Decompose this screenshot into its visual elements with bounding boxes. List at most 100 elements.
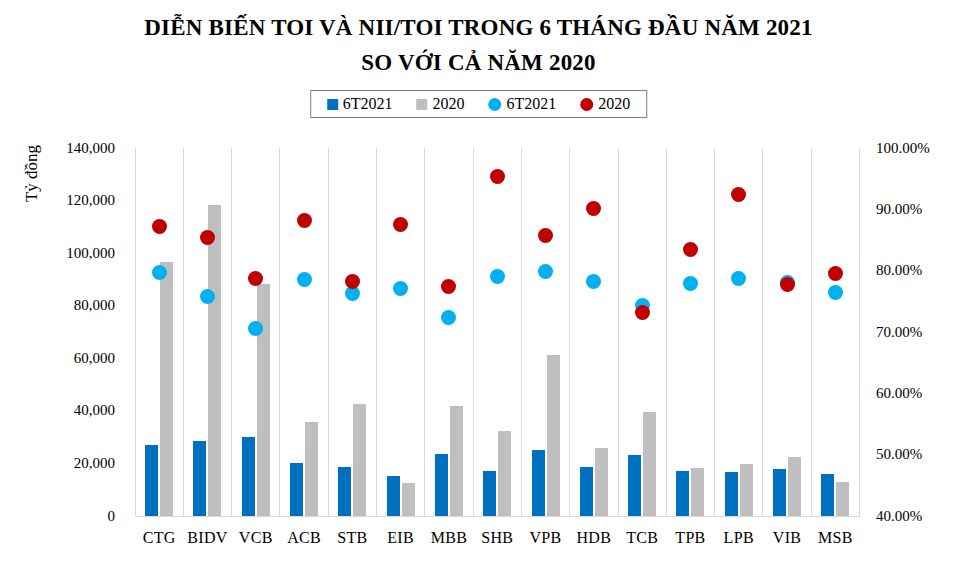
plot-gridline bbox=[424, 148, 425, 516]
plot-gridline bbox=[521, 148, 522, 516]
legend: 6T2021 2020 6T2021 2020 bbox=[310, 90, 648, 118]
bar-6t2021-ctg bbox=[145, 445, 158, 516]
y-axis-left-tick: 40,000 bbox=[0, 401, 115, 420]
plot-gridline bbox=[183, 148, 184, 516]
dot-2020-hdb bbox=[586, 201, 601, 216]
dot-6t2021-msb bbox=[828, 285, 843, 300]
dot-2020-tcb bbox=[635, 305, 650, 320]
y-axis-right-tick: 60.00% bbox=[876, 384, 922, 403]
plot-gridline bbox=[666, 148, 667, 516]
bar-2020-bidv bbox=[208, 205, 221, 516]
dot-6t2021-vpb bbox=[538, 264, 553, 279]
x-axis-line bbox=[135, 516, 860, 517]
y-axis-left-tick: 0 bbox=[0, 507, 115, 526]
y-axis-left-tick: 20,000 bbox=[0, 454, 115, 473]
legend-label-nii-toi-2020: 2020 bbox=[598, 95, 630, 113]
y-axis-right-tick: 90.00% bbox=[876, 200, 922, 219]
y-axis-right-tick: 70.00% bbox=[876, 323, 922, 342]
bar-6t2021-lpb bbox=[725, 472, 738, 516]
dot-2020-stb bbox=[345, 274, 360, 289]
dot-2020-eib bbox=[393, 217, 408, 232]
plot-gridline bbox=[714, 148, 715, 516]
bar-2020-stb bbox=[353, 404, 366, 516]
bar-2020-tpb bbox=[691, 468, 704, 516]
chart-title-line2: SO VỚI CẢ NĂM 2020 bbox=[0, 45, 957, 80]
bar-2020-acb bbox=[305, 422, 318, 516]
bar-2020-eib bbox=[402, 483, 415, 516]
plot-gridline bbox=[279, 148, 280, 516]
y-axis-right-tick: 80.00% bbox=[876, 261, 922, 280]
dot-2020-ctg bbox=[152, 219, 167, 234]
y-axis-left-tick: 60,000 bbox=[0, 349, 115, 368]
dot-2020-vpb bbox=[538, 228, 553, 243]
bar-2020-lpb bbox=[740, 464, 753, 516]
legend-item-toi-2020: 2020 bbox=[417, 95, 465, 113]
bar-6t2021-bidv bbox=[193, 441, 206, 516]
plot-gridline bbox=[859, 148, 860, 516]
plot-gridline bbox=[473, 148, 474, 516]
plot-gridline bbox=[618, 148, 619, 516]
bar-2020-vpb bbox=[547, 355, 560, 516]
legend-item-toi-6t2021: 6T2021 bbox=[327, 95, 393, 113]
plot-gridline bbox=[376, 148, 377, 516]
dot-2020-acb bbox=[297, 213, 312, 228]
bar-2020-vib bbox=[788, 457, 801, 516]
bar-2020-ctg bbox=[160, 262, 173, 516]
y-axis-left-tick: 80,000 bbox=[0, 296, 115, 315]
y-axis-right-tick: 40.00% bbox=[876, 507, 922, 526]
dot-6t2021-lpb bbox=[731, 271, 746, 286]
plot-gridline bbox=[762, 148, 763, 516]
bar-2020-tcb bbox=[643, 412, 656, 516]
legend-label-nii-toi-6t2021: 6T2021 bbox=[507, 95, 557, 113]
legend-marker-nii-toi-2020-icon bbox=[580, 98, 593, 111]
y-axis-left-tick: 100,000 bbox=[0, 244, 115, 263]
legend-label-toi-6t2021: 6T2021 bbox=[343, 95, 393, 113]
bar-6t2021-tcb bbox=[628, 455, 641, 516]
bar-2020-mbb bbox=[450, 406, 463, 516]
dot-2020-lpb bbox=[731, 187, 746, 202]
chart-canvas: DIỄN BIẾN TOI VÀ NII/TOI TRONG 6 THÁNG Đ… bbox=[0, 0, 957, 562]
dot-2020-bidv bbox=[200, 230, 215, 245]
bar-6t2021-acb bbox=[290, 463, 303, 516]
x-axis-label-msb: MSB bbox=[806, 529, 864, 547]
dot-2020-shb bbox=[490, 169, 505, 184]
bar-6t2021-eib bbox=[387, 476, 400, 516]
dot-6t2021-mbb bbox=[441, 310, 456, 325]
y-axis-left-tick: 140,000 bbox=[0, 139, 115, 158]
legend-marker-toi-6t2021-icon bbox=[327, 99, 338, 110]
dot-6t2021-eib bbox=[393, 281, 408, 296]
bar-6t2021-msb bbox=[821, 474, 834, 516]
dot-2020-mbb bbox=[441, 279, 456, 294]
bar-6t2021-tpb bbox=[676, 471, 689, 516]
y-axis-left-tick: 120,000 bbox=[0, 191, 115, 210]
bar-6t2021-hdb bbox=[580, 467, 593, 516]
plot-gridline bbox=[569, 148, 570, 516]
bar-6t2021-stb bbox=[338, 467, 351, 516]
chart-title-line1: DIỄN BIẾN TOI VÀ NII/TOI TRONG 6 THÁNG Đ… bbox=[0, 10, 957, 45]
y-axis-right-tick: 100.00% bbox=[876, 139, 930, 158]
bar-2020-msb bbox=[836, 482, 849, 516]
dot-2020-vcb bbox=[248, 271, 263, 286]
plot-gridline bbox=[328, 148, 329, 516]
bar-6t2021-mbb bbox=[435, 454, 448, 516]
bar-6t2021-vpb bbox=[532, 450, 545, 516]
legend-item-nii-toi-2020: 2020 bbox=[580, 95, 630, 113]
legend-item-nii-toi-6t2021: 6T2021 bbox=[489, 95, 557, 113]
bar-2020-vcb bbox=[257, 284, 270, 516]
bar-2020-shb bbox=[498, 431, 511, 516]
legend-marker-toi-2020-icon bbox=[417, 99, 428, 110]
plot-gridline bbox=[811, 148, 812, 516]
dot-2020-msb bbox=[828, 266, 843, 281]
legend-label-toi-2020: 2020 bbox=[433, 95, 465, 113]
bar-6t2021-shb bbox=[483, 471, 496, 516]
dot-2020-vib bbox=[780, 277, 795, 292]
legend-marker-nii-toi-6t2021-icon bbox=[489, 98, 502, 111]
dot-6t2021-shb bbox=[490, 269, 505, 284]
plot-gridline bbox=[231, 148, 232, 516]
bar-6t2021-vib bbox=[773, 469, 786, 516]
dot-6t2021-bidv bbox=[200, 289, 215, 304]
bar-6t2021-vcb bbox=[242, 437, 255, 516]
chart-title: DIỄN BIẾN TOI VÀ NII/TOI TRONG 6 THÁNG Đ… bbox=[0, 10, 957, 80]
dot-6t2021-hdb bbox=[586, 274, 601, 289]
dot-2020-tpb bbox=[683, 242, 698, 257]
